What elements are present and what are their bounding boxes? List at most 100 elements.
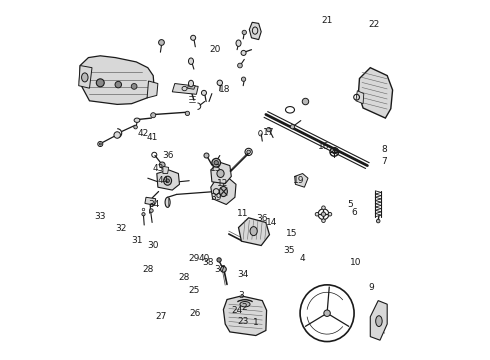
- Ellipse shape: [321, 212, 326, 216]
- Text: 42: 42: [138, 129, 149, 138]
- Ellipse shape: [212, 158, 220, 167]
- Polygon shape: [356, 91, 364, 104]
- Text: 22: 22: [368, 20, 379, 29]
- Text: 5: 5: [347, 200, 353, 209]
- Text: 4: 4: [300, 254, 305, 263]
- Ellipse shape: [189, 80, 194, 87]
- Text: 15: 15: [286, 229, 297, 238]
- Text: 36: 36: [257, 215, 268, 223]
- Text: 3: 3: [238, 291, 244, 300]
- Polygon shape: [157, 170, 179, 190]
- Text: 20: 20: [210, 45, 221, 54]
- Text: 41: 41: [147, 133, 158, 142]
- Ellipse shape: [214, 161, 219, 165]
- Polygon shape: [294, 174, 308, 187]
- Ellipse shape: [185, 111, 190, 116]
- Ellipse shape: [236, 40, 241, 46]
- Text: 28: 28: [143, 265, 154, 274]
- Ellipse shape: [114, 132, 121, 138]
- Text: 16: 16: [318, 142, 329, 151]
- Ellipse shape: [134, 125, 137, 129]
- Polygon shape: [211, 162, 231, 184]
- Text: 40: 40: [199, 254, 210, 263]
- Text: 25: 25: [188, 287, 199, 295]
- Ellipse shape: [115, 81, 122, 88]
- Text: 32: 32: [115, 224, 126, 233]
- Text: 34: 34: [148, 200, 160, 209]
- Ellipse shape: [333, 150, 336, 154]
- Ellipse shape: [321, 219, 325, 222]
- Polygon shape: [249, 22, 261, 40]
- Polygon shape: [223, 296, 267, 336]
- Text: 28: 28: [179, 274, 190, 282]
- Text: 27: 27: [156, 312, 167, 321]
- Polygon shape: [145, 197, 156, 205]
- Ellipse shape: [159, 162, 165, 168]
- Ellipse shape: [291, 125, 294, 129]
- Polygon shape: [163, 166, 169, 174]
- Text: 30: 30: [147, 241, 159, 250]
- Ellipse shape: [98, 141, 103, 147]
- Ellipse shape: [220, 266, 226, 272]
- Ellipse shape: [324, 310, 330, 316]
- Ellipse shape: [328, 212, 332, 216]
- Ellipse shape: [164, 176, 171, 185]
- Ellipse shape: [217, 170, 224, 177]
- Text: 44: 44: [157, 176, 169, 185]
- Ellipse shape: [238, 63, 242, 68]
- Text: 26: 26: [190, 309, 201, 318]
- Ellipse shape: [159, 40, 164, 45]
- Ellipse shape: [247, 150, 250, 154]
- Text: 36: 36: [162, 151, 173, 160]
- Polygon shape: [172, 84, 198, 94]
- Ellipse shape: [250, 227, 257, 236]
- Text: 18: 18: [220, 85, 231, 94]
- Ellipse shape: [302, 98, 309, 105]
- Text: 29: 29: [188, 254, 199, 263]
- Ellipse shape: [267, 127, 271, 132]
- Text: 9: 9: [368, 283, 374, 292]
- Ellipse shape: [204, 153, 209, 158]
- Polygon shape: [187, 85, 196, 89]
- Text: 1: 1: [253, 318, 259, 327]
- Ellipse shape: [81, 73, 88, 82]
- Text: 13: 13: [210, 164, 222, 173]
- Ellipse shape: [217, 80, 222, 85]
- Ellipse shape: [242, 30, 246, 35]
- Ellipse shape: [97, 79, 104, 87]
- Ellipse shape: [151, 113, 156, 118]
- Ellipse shape: [165, 197, 170, 207]
- Text: 11: 11: [238, 209, 249, 217]
- Ellipse shape: [241, 50, 246, 55]
- Text: 10: 10: [350, 258, 362, 267]
- Ellipse shape: [189, 58, 194, 64]
- Text: 12: 12: [217, 179, 228, 188]
- Text: 19: 19: [293, 176, 304, 185]
- Text: 8: 8: [382, 145, 388, 154]
- Text: 35: 35: [283, 246, 294, 255]
- Text: 43: 43: [152, 164, 164, 173]
- Ellipse shape: [213, 189, 219, 194]
- Polygon shape: [79, 66, 92, 88]
- Text: 33: 33: [95, 212, 106, 221]
- Text: 39: 39: [210, 193, 222, 202]
- Text: 31: 31: [131, 236, 143, 245]
- Polygon shape: [370, 301, 387, 340]
- Text: 7: 7: [381, 157, 387, 166]
- Ellipse shape: [242, 77, 245, 81]
- Polygon shape: [79, 56, 154, 104]
- Text: 34: 34: [238, 270, 249, 279]
- Ellipse shape: [131, 84, 137, 89]
- Text: 6: 6: [351, 208, 357, 217]
- Polygon shape: [358, 68, 392, 118]
- Text: 14: 14: [266, 218, 278, 227]
- Ellipse shape: [134, 118, 140, 122]
- Ellipse shape: [201, 90, 206, 95]
- Ellipse shape: [166, 179, 170, 183]
- Ellipse shape: [240, 302, 250, 307]
- Text: 24: 24: [231, 306, 243, 315]
- Ellipse shape: [376, 316, 382, 327]
- Text: 38: 38: [202, 258, 214, 266]
- Ellipse shape: [217, 258, 221, 262]
- Text: 17: 17: [263, 128, 274, 137]
